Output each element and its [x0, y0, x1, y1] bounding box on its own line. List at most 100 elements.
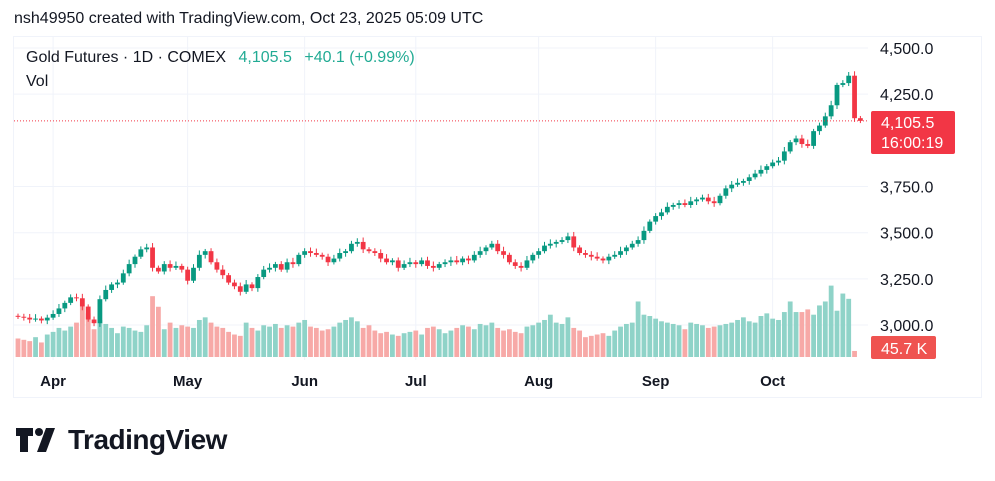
y-tick-label: 3,750.0: [880, 180, 933, 197]
volume-bar: [331, 326, 337, 357]
candle-body: [243, 284, 249, 292]
candle-body: [524, 260, 530, 268]
candle-body: [267, 267, 272, 270]
candle-body: [711, 201, 717, 204]
volume-bar: [489, 322, 495, 357]
volume-legend: Vol: [26, 73, 49, 90]
volume-bar: [682, 329, 688, 357]
candle-body: [302, 251, 308, 255]
candle-body: [331, 258, 337, 263]
candle-body: [741, 180, 746, 183]
candle-body: [144, 247, 150, 250]
volume-bar: [214, 326, 220, 357]
candle-body: [834, 84, 840, 106]
y-tick-label: 3,000.0: [880, 318, 933, 335]
volume-bar: [349, 317, 354, 357]
volume-bar: [635, 301, 641, 357]
x-tick-label: Jun: [291, 373, 318, 390]
volume-bar: [653, 318, 659, 357]
volume-bar: [325, 329, 331, 357]
candle-body: [313, 253, 319, 255]
volume-bar: [448, 330, 454, 357]
volume-bar: [776, 319, 781, 357]
volume-bar: [495, 327, 501, 357]
x-tick-label: Oct: [760, 373, 785, 390]
volume-bar: [583, 337, 588, 357]
candle-body: [74, 297, 79, 299]
volume-bar: [202, 317, 208, 357]
tradingview-logo[interactable]: TradingView: [16, 424, 227, 456]
candle-body: [471, 254, 477, 261]
volume-bar: [805, 309, 811, 357]
candle-body: [752, 173, 758, 178]
candle-body: [430, 265, 436, 268]
volume-bar: [185, 326, 191, 357]
candle-body: [676, 203, 682, 205]
candle-body: [273, 264, 278, 268]
volume-bar: [840, 293, 846, 357]
candle-body: [588, 254, 594, 257]
volume-bar: [56, 327, 62, 357]
candle-body: [179, 265, 185, 270]
volume-bar: [390, 334, 395, 357]
candle-body: [425, 260, 430, 266]
volume-bar: [79, 306, 85, 357]
chart-credit: nsh49950 created with TradingView.com, O…: [14, 10, 484, 27]
volume-bar: [723, 323, 729, 357]
price-change: +40.1 (+0.99%): [304, 49, 415, 66]
volume-bar: [799, 312, 805, 357]
candle-body: [109, 284, 114, 290]
y-tick-label: 3,500.0: [880, 226, 933, 243]
volume-bar: [822, 301, 828, 357]
candle-body: [688, 201, 694, 205]
candle-body: [670, 204, 676, 207]
volume-bar: [694, 323, 699, 357]
candle-body: [337, 253, 343, 259]
volume-bar: [436, 329, 442, 357]
candle-body: [606, 256, 612, 261]
candle-body: [39, 318, 44, 321]
candle-body: [787, 142, 793, 152]
candle-body: [296, 254, 302, 265]
candle-body: [413, 262, 419, 265]
volume-bar: [156, 306, 161, 357]
volume-bar: [483, 325, 489, 357]
candle-body: [647, 221, 653, 231]
candle-body: [191, 267, 196, 281]
volume-bar: [600, 333, 606, 357]
volume-bar: [267, 326, 272, 357]
candle-body: [44, 317, 50, 321]
volume-bar: [237, 335, 243, 357]
volume-bar: [220, 327, 226, 357]
volume-bar: [150, 296, 155, 357]
volume-bar: [700, 325, 705, 357]
candle-body: [805, 144, 811, 146]
candle-body: [682, 203, 688, 205]
volume-bar: [594, 334, 600, 357]
candle-body: [261, 269, 267, 278]
candle-body: [185, 269, 191, 281]
volume-bar: [553, 322, 559, 357]
volume-bar: [296, 322, 302, 357]
volume-bar: [618, 326, 623, 357]
volume-bar: [249, 327, 255, 357]
volume-bar: [530, 325, 536, 357]
candle-body: [354, 241, 360, 244]
candle-body: [828, 105, 834, 117]
candle-body: [68, 297, 74, 303]
candle-body: [237, 286, 243, 292]
candle-body: [770, 162, 776, 167]
volume-bar: [524, 326, 530, 357]
volume-bar: [27, 341, 33, 357]
candle-body: [793, 138, 799, 143]
candle-body: [653, 216, 659, 222]
candle-body: [290, 262, 296, 265]
volume-bar: [641, 314, 647, 357]
volume-bar: [126, 327, 132, 357]
candle-body: [530, 254, 536, 261]
candle-body: [542, 245, 547, 252]
volume-bar: [752, 322, 758, 357]
candle-body: [629, 243, 635, 248]
candle-body: [694, 199, 699, 202]
